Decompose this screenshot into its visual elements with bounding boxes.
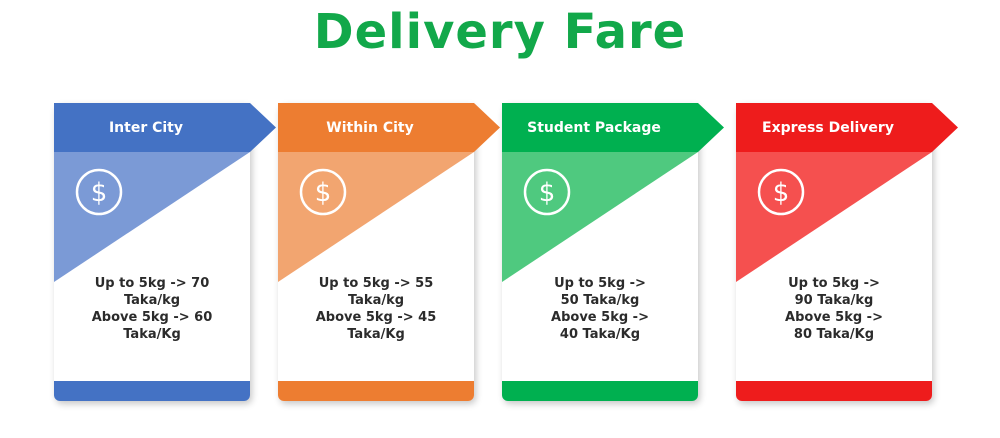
fare-card-express-delivery: $ Up to 5kg -> 90 Taka/kg Above 5kg -> 8…	[736, 103, 958, 403]
fare-line: Taka/kg	[347, 293, 405, 308]
fare-line: Above 5kg ->	[551, 310, 649, 325]
card-header-arrow: Express Delivery	[736, 103, 958, 152]
fare-line: 80 Taka/Kg	[793, 327, 875, 342]
svg-text:$: $	[539, 178, 556, 208]
fare-text: Up to 5kg -> 70 Taka/kg Above 5kg -> 60 …	[54, 275, 250, 343]
fare-line: Up to 5kg ->	[554, 276, 646, 291]
card-header-label: Express Delivery	[762, 119, 894, 136]
card-bottom-bar	[502, 381, 698, 401]
card-header-label: Inter City	[108, 119, 184, 136]
card-body: $ Up to 5kg -> 50 Taka/kg Above 5kg -> 4…	[502, 103, 698, 401]
page-title: Delivery Fare	[313, 4, 687, 60]
card-body: $ Up to 5kg -> 55 Taka/kg Above 5kg -> 4…	[278, 103, 474, 401]
fare-line: 40 Taka/Kg	[559, 327, 641, 342]
fare-line: Above 5kg -> 60	[91, 310, 213, 325]
fare-line: Up to 5kg ->	[788, 276, 880, 291]
dollar-circle-icon: $	[757, 168, 805, 216]
fare-text: Up to 5kg -> 90 Taka/kg Above 5kg -> 80 …	[736, 275, 932, 343]
card-header-arrow: Inter City	[54, 103, 276, 152]
dollar-circle-icon: $	[523, 168, 571, 216]
fare-line: Up to 5kg -> 70	[94, 276, 210, 291]
svg-text:$: $	[315, 178, 332, 208]
fare-card-student-package: $ Up to 5kg -> 50 Taka/kg Above 5kg -> 4…	[502, 103, 724, 403]
fare-line: Taka/kg	[123, 293, 181, 308]
fare-text: Up to 5kg -> 55 Taka/kg Above 5kg -> 45 …	[278, 275, 474, 343]
card-header-label: Within City	[326, 119, 414, 136]
fare-text: Up to 5kg -> 50 Taka/kg Above 5kg -> 40 …	[502, 275, 698, 343]
fare-line: Above 5kg -> 45	[315, 310, 437, 325]
svg-text:$: $	[773, 178, 790, 208]
fare-line: Up to 5kg -> 55	[318, 276, 434, 291]
card-bottom-bar	[278, 381, 474, 401]
fare-line: Taka/Kg	[347, 327, 405, 342]
fare-line: 90 Taka/kg	[794, 293, 874, 308]
fare-line: Above 5kg ->	[785, 310, 883, 325]
dollar-circle-icon: $	[299, 168, 347, 216]
card-header-arrow: Student Package	[502, 103, 724, 152]
card-header-label: Student Package	[527, 119, 661, 136]
card-bottom-bar	[54, 381, 250, 401]
card-body: $ Up to 5kg -> 70 Taka/kg Above 5kg -> 6…	[54, 103, 250, 401]
card-header-arrow: Within City	[278, 103, 500, 152]
svg-text:$: $	[91, 178, 108, 208]
fare-card-within-city: $ Up to 5kg -> 55 Taka/kg Above 5kg -> 4…	[278, 103, 500, 403]
fare-line: 50 Taka/kg	[560, 293, 640, 308]
dollar-circle-icon: $	[75, 168, 123, 216]
card-bottom-bar	[736, 381, 932, 401]
fare-line: Taka/Kg	[123, 327, 181, 342]
fare-card-inter-city: $ Up to 5kg -> 70 Taka/kg Above 5kg -> 6…	[54, 103, 276, 403]
card-body: $ Up to 5kg -> 90 Taka/kg Above 5kg -> 8…	[736, 103, 932, 401]
